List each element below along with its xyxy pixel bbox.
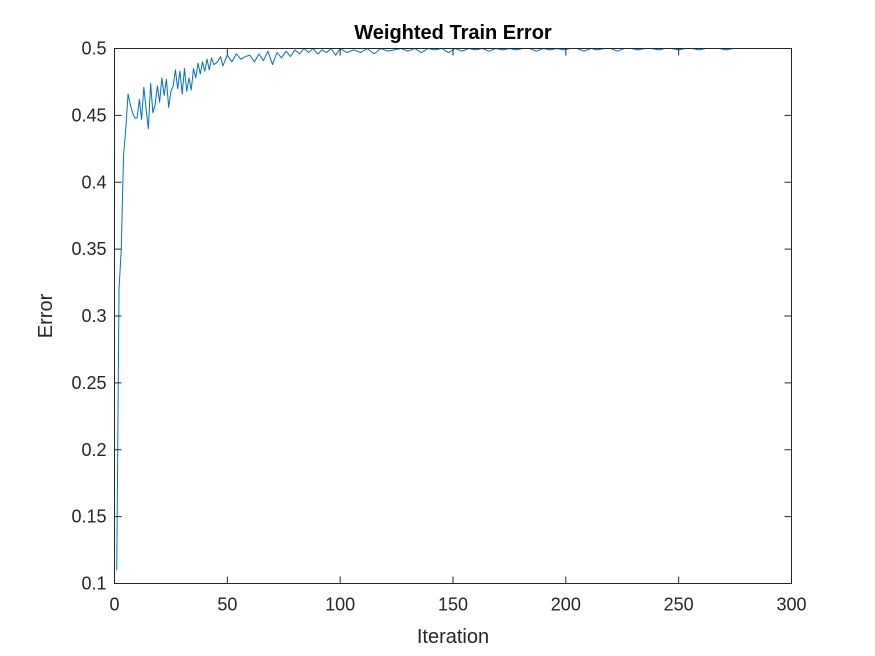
x-tick-label: 250 (664, 595, 694, 615)
y-tick-label: 0.35 (71, 239, 106, 259)
y-tick-label: 0.15 (71, 507, 106, 527)
x-tick-label: 50 (217, 595, 237, 615)
x-tick-label: 0 (109, 595, 119, 615)
x-tick-label: 200 (551, 595, 581, 615)
y-tick-label: 0.25 (71, 373, 106, 393)
y-axis: 0.1 0.15 0.2 0.25 0.3 0.35 0.4 0.45 0.5 (71, 39, 792, 594)
y-tick-label: 0.4 (81, 172, 106, 192)
y-tick-label: 0.3 (81, 306, 106, 326)
x-axis: 0 50 100 150 200 250 300 (109, 48, 807, 615)
y-tick-label: 0.1 (81, 574, 106, 594)
y-tick-label: 0.2 (81, 440, 106, 460)
x-tick-label: 300 (776, 595, 806, 615)
x-tick-label: 100 (325, 595, 355, 615)
y-tick-label: 0.45 (71, 105, 106, 125)
x-tick-label: 150 (438, 595, 468, 615)
axes-box (114, 48, 792, 584)
y-axis-label: Error (35, 293, 57, 338)
y-tick-label: 0.5 (81, 39, 106, 59)
chart-title: Weighted Train Error (354, 22, 552, 44)
x-axis-label: Iteration (417, 626, 489, 648)
